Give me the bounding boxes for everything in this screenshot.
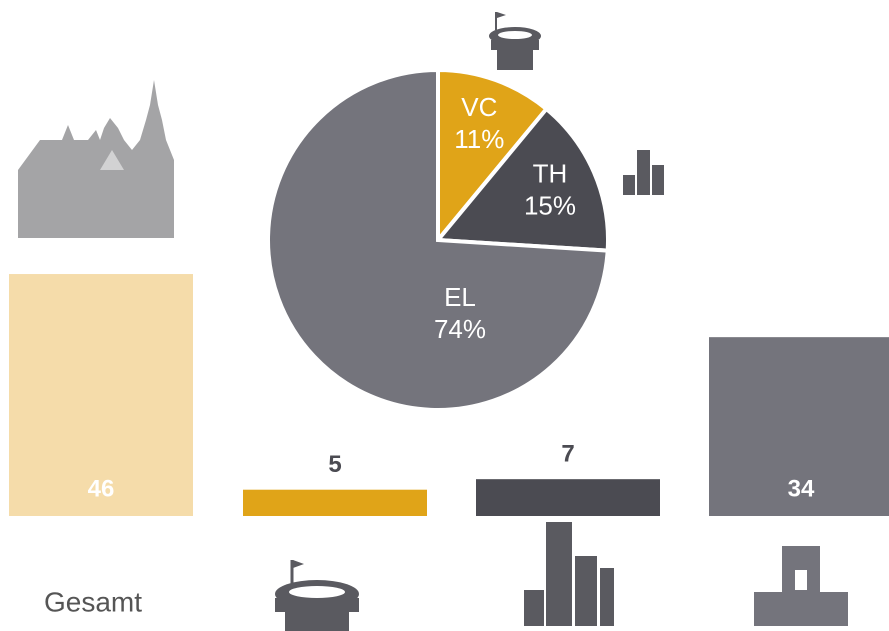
slice-percent: 15%: [524, 190, 576, 220]
bar: [243, 490, 427, 516]
value-label: 46: [88, 475, 115, 502]
bar: [476, 479, 660, 516]
slice-name: TH: [533, 158, 568, 188]
slice-percent: 74%: [434, 314, 486, 344]
stadium-icon-small: [489, 12, 541, 70]
slice-name: EL: [444, 282, 476, 312]
category-label: Gesamt: [44, 586, 142, 617]
infographic: VC11% TH15% EL74% 46 Gesamt 5 7 34: [0, 0, 889, 631]
slice-percent: 11%: [454, 124, 504, 154]
value-label: 34: [788, 475, 815, 502]
castle-icon: [754, 546, 848, 626]
buildings-icon: [524, 522, 614, 626]
slice-name: VC: [461, 92, 497, 122]
city-skyline-icon: [18, 80, 174, 238]
stadium-icon: [275, 560, 359, 631]
buildings-icon-small: [623, 150, 664, 195]
value-label: 7: [561, 441, 574, 468]
value-label: 5: [328, 451, 341, 478]
